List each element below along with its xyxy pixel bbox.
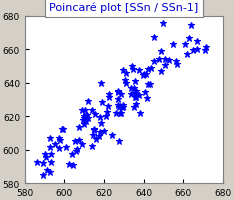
Title: Poincaré plot [SSn / SSn-1]: Poincaré plot [SSn / SSn-1] [49,3,198,13]
